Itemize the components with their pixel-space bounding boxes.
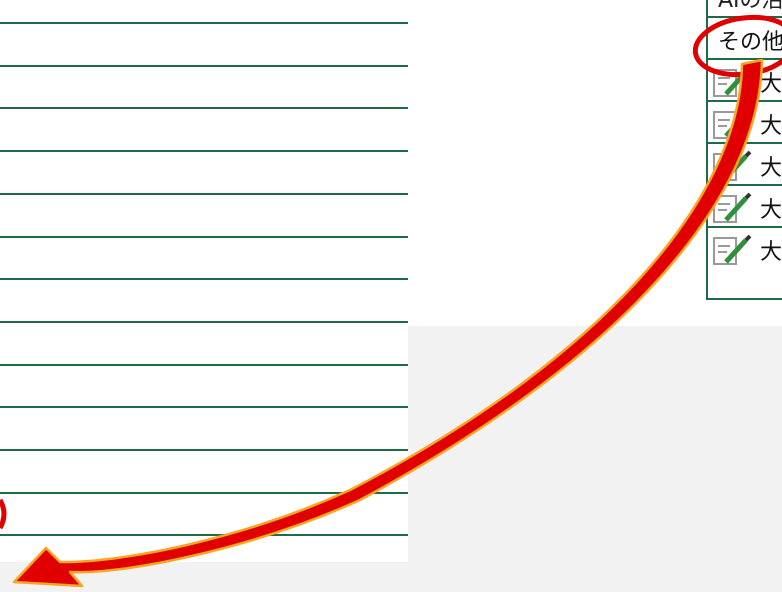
partial-top-label: AIの活用 [718, 0, 782, 13]
list-item-label: 大 [760, 114, 782, 139]
list-item[interactable]: 大 [708, 184, 782, 226]
memo-pencil-icon [713, 66, 752, 97]
row-divider-line [0, 236, 408, 238]
list-item[interactable]: 大 [708, 100, 782, 142]
row-divider-line [0, 193, 408, 195]
memo-pencil-icon [713, 108, 752, 139]
row-divider-line [0, 321, 408, 323]
row-divider-line [0, 534, 408, 536]
list-item[interactable]: 大 [708, 142, 782, 184]
list-item-label: 大 [760, 240, 782, 265]
row-divider-line [0, 364, 408, 366]
row-divider-line [0, 65, 408, 67]
row-divider-line [0, 22, 408, 24]
row-divider-line [0, 278, 408, 280]
row-divider-line [0, 150, 408, 152]
memo-pencil-icon [713, 192, 752, 223]
list-item-label: 大 [760, 72, 782, 97]
list-item[interactable]: 大 [708, 226, 782, 268]
item-list-panel: AIの活用 その他 大 大 大 [706, 0, 782, 300]
memo-pencil-icon [713, 234, 752, 265]
row-divider-line [0, 406, 408, 408]
row-divider-line [0, 492, 408, 494]
row-divider-line [0, 449, 408, 451]
row-divider-line [0, 107, 408, 109]
list-item-label: その他 [718, 30, 782, 55]
memo-pencil-icon [713, 150, 752, 181]
list-item-other[interactable]: その他 [708, 16, 782, 58]
spreadsheet-left-area [0, 0, 408, 562]
list-item-label: 大 [760, 156, 782, 181]
list-item[interactable]: 大 [708, 58, 782, 100]
list-item-label: 大 [760, 198, 782, 223]
